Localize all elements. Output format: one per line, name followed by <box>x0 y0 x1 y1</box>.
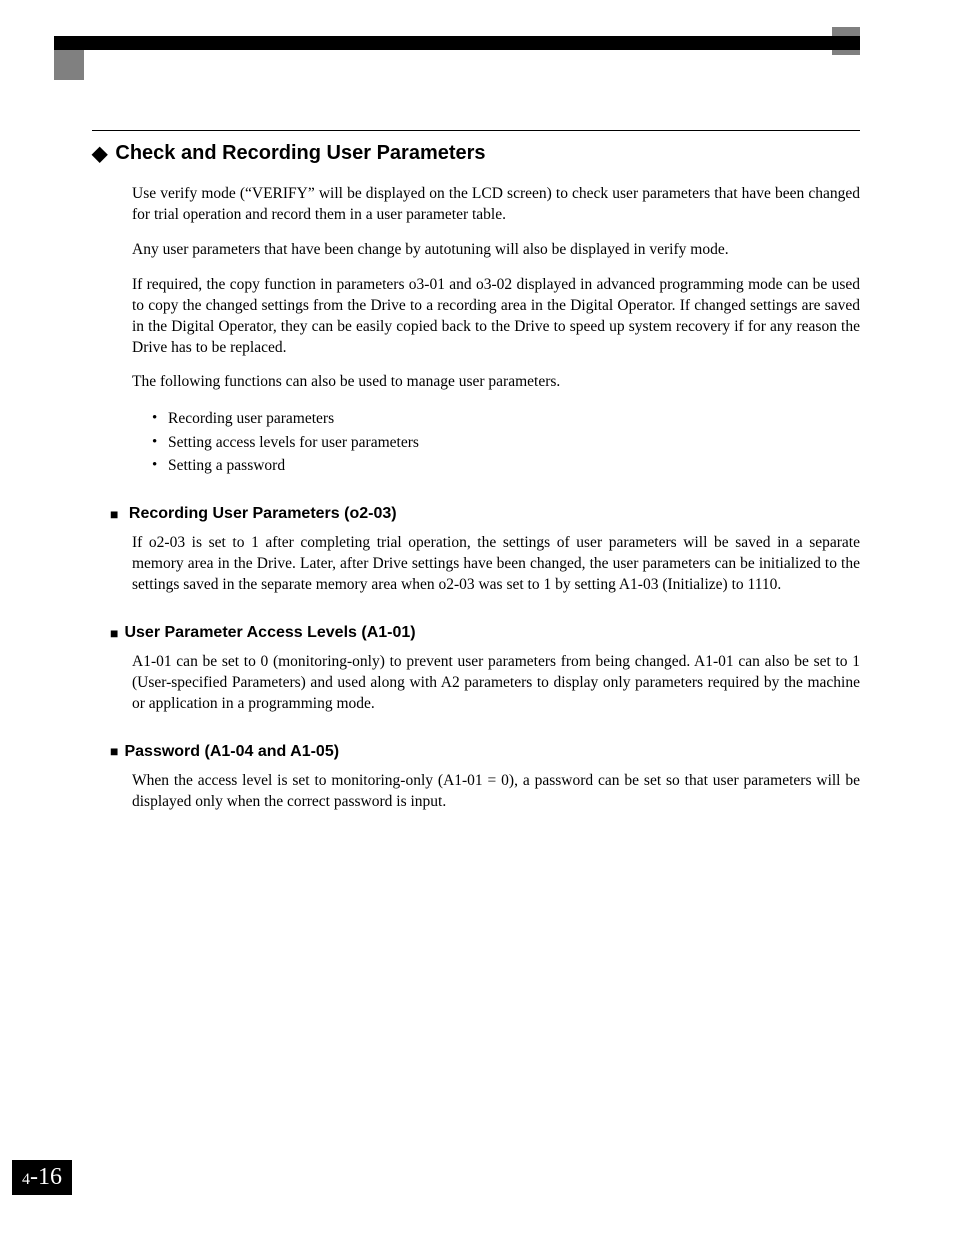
header-left-marker <box>54 50 84 80</box>
page-number: 4-16 <box>12 1160 72 1195</box>
paragraph-4: The following functions can also be used… <box>132 372 860 393</box>
page-num: 16 <box>38 1164 62 1190</box>
chapter-number: 4 <box>22 1171 30 1188</box>
sub-heading-2: ■ User Parameter Access Levels (A1-01) <box>110 624 860 642</box>
page-content: ◆ Check and Recording User Parameters Us… <box>92 130 860 827</box>
paragraph-1: Use verify mode (“VERIFY” will be displa… <box>132 184 860 226</box>
list-item: Recording user parameters <box>152 407 860 430</box>
section-3-body: When the access level is set to monitori… <box>132 771 860 813</box>
square-icon: ■ <box>110 625 118 641</box>
header-bar <box>54 36 860 50</box>
sub-heading-2-text: User Parameter Access Levels (A1-01) <box>124 624 415 641</box>
square-icon: ■ <box>110 743 118 759</box>
section-rule <box>92 130 860 131</box>
sub-heading-1: ■ Recording User Parameters (o2-03) <box>110 505 860 523</box>
page-separator: - <box>30 1164 38 1190</box>
bullet-list: Recording user parameters Setting access… <box>152 407 860 477</box>
list-item: Setting access levels for user parameter… <box>152 431 860 454</box>
main-heading-text: Check and Recording User Parameters <box>115 142 485 165</box>
sub-heading-1-text: Recording User Parameters (o2-03) <box>129 505 397 522</box>
square-icon: ■ <box>110 506 118 522</box>
section-1-body: If o2-03 is set to 1 after completing tr… <box>132 533 860 596</box>
sub-heading-3: ■ Password (A1-04 and A1-05) <box>110 743 860 761</box>
sub-heading-3-text: Password (A1-04 and A1-05) <box>124 743 339 760</box>
list-item: Setting a password <box>152 454 860 477</box>
paragraph-3: If required, the copy function in parame… <box>132 275 860 359</box>
paragraph-2: Any user parameters that have been chang… <box>132 240 860 261</box>
diamond-icon: ◆ <box>92 141 107 166</box>
main-heading: ◆ Check and Recording User Parameters <box>92 141 860 166</box>
section-2-body: A1-01 can be set to 0 (monitoring-only) … <box>132 652 860 715</box>
